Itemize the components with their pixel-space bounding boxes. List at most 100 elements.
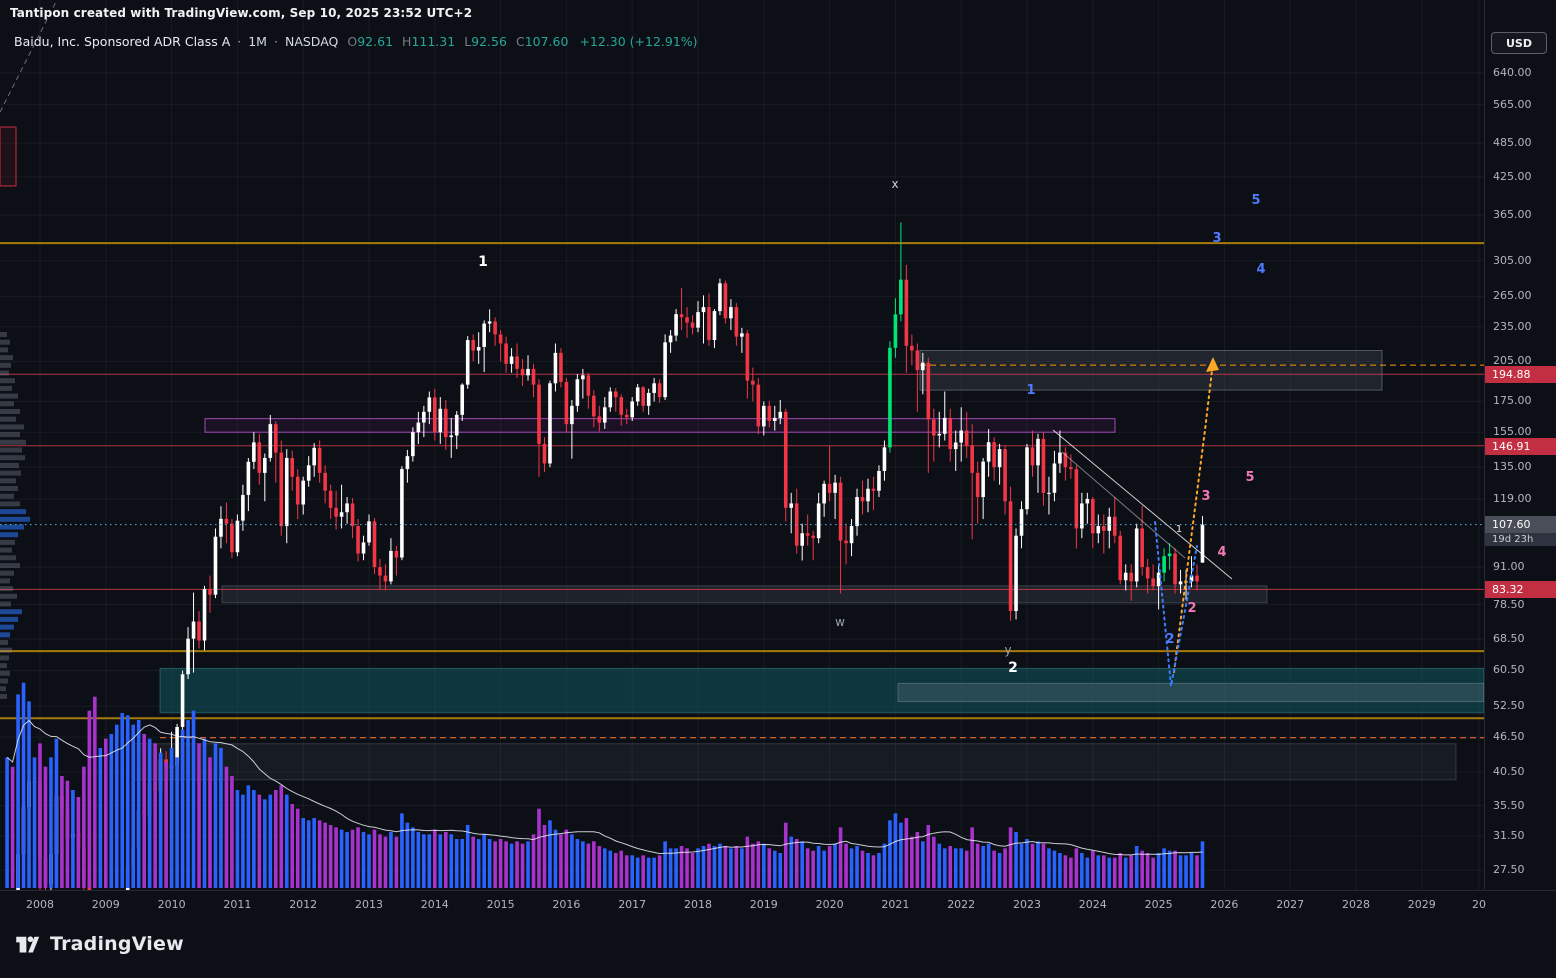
volume-profile-bar — [0, 424, 24, 430]
volume-bar — [740, 848, 744, 888]
legacy-trendline[interactable] — [0, 0, 60, 120]
candle-body — [180, 674, 185, 728]
volume-bar — [1091, 850, 1095, 888]
wave-label[interactable]: 4 — [1256, 262, 1265, 277]
volume-bar — [400, 813, 404, 888]
wave-labels[interactable]: x 1 2 w y 1 2 3 4 5 2 3 4 5 1 — [478, 177, 1265, 676]
candle-body — [1129, 572, 1133, 582]
candle-body — [910, 345, 914, 351]
wave-label[interactable]: 5 — [1251, 193, 1260, 208]
volume-profile-bar — [0, 601, 11, 607]
volume-bar — [816, 846, 821, 888]
high-value: H111.31 — [402, 34, 456, 49]
volume-bar — [109, 734, 114, 888]
volume-bar — [345, 832, 349, 888]
tradingview-watermark[interactable]: TradingView — [14, 930, 184, 957]
candle-body — [1030, 447, 1035, 466]
volume-bar — [279, 785, 284, 888]
volume-bar — [71, 790, 75, 888]
wedge-upper[interactable] — [1052, 429, 1233, 580]
wave-label[interactable]: 2 — [1165, 632, 1174, 647]
volume-bar — [953, 848, 958, 888]
wave-label[interactable]: 1 — [478, 254, 488, 270]
interval-label[interactable]: 1M — [248, 34, 267, 49]
volume-bar — [16, 694, 20, 888]
chart-pane[interactable]: x 1 2 w y 1 2 3 4 5 2 3 4 5 1 Tantipon created with Tr… — [0, 0, 1484, 890]
volume-bar — [559, 834, 563, 888]
wave-label[interactable]: x — [891, 177, 898, 191]
symbol-info-row[interactable]: Baidu, Inc. Sponsored ADR Class A · 1M ·… — [14, 34, 698, 49]
wave-label[interactable]: 5 — [1245, 470, 1254, 485]
volume-bar — [482, 834, 486, 888]
red-box-left-edge[interactable] — [0, 126, 17, 187]
gray-zone-mid[interactable] — [221, 585, 1268, 604]
gray-zone-right[interactable] — [897, 682, 1484, 703]
supply-zone-upper[interactable] — [919, 349, 1383, 391]
gray-zone-bottom[interactable] — [131, 743, 1457, 781]
volume-series[interactable] — [5, 682, 1205, 888]
wave-label[interactable]: 1 — [1026, 383, 1035, 398]
volume-bar — [679, 846, 684, 888]
candle-body — [389, 550, 393, 582]
candle-body — [1112, 516, 1117, 536]
wedge-lower[interactable] — [1061, 451, 1186, 559]
wave-label[interactable]: 3 — [1212, 231, 1221, 246]
time-axis-label: 2018 — [684, 898, 712, 911]
candle-body — [405, 456, 410, 470]
volume-bar — [476, 839, 481, 888]
volume-bar — [268, 794, 273, 888]
currency-button[interactable]: USD — [1491, 32, 1547, 54]
chart-canvas[interactable]: x 1 2 w y 1 2 3 4 5 2 3 4 5 1 — [0, 0, 1484, 890]
candle-body — [548, 383, 552, 464]
volume-bar — [49, 757, 53, 888]
volume-bar — [186, 720, 190, 888]
volume-bar — [416, 832, 421, 888]
wave-label[interactable]: 4 — [1217, 545, 1226, 560]
price-levels[interactable] — [0, 242, 1484, 739]
candle-body — [581, 375, 585, 380]
wave-label[interactable]: y — [1004, 643, 1011, 657]
trendlines[interactable] — [0, 0, 1233, 580]
price-axis-label: 60.50 — [1493, 663, 1525, 677]
candle-body — [230, 523, 234, 553]
time-axis-label: 2025 — [1144, 898, 1173, 911]
candle-body — [838, 482, 843, 541]
volume-bar — [1145, 853, 1150, 888]
candle-body — [663, 342, 667, 398]
wave-label[interactable]: 2 — [1187, 601, 1196, 616]
projection-path-v[interactable] — [1154, 521, 1198, 687]
candle-body — [1140, 528, 1144, 568]
teal-demand-zone[interactable] — [159, 667, 1484, 714]
volume-bar — [921, 841, 925, 888]
price-axis-label: 35.50 — [1493, 798, 1525, 812]
time-axis-label: 2010 — [157, 898, 186, 911]
volume-profile-bar — [0, 509, 26, 515]
projection-arrow-up[interactable] — [1173, 361, 1214, 673]
volume-bar — [1096, 855, 1101, 888]
volume-bar — [1101, 855, 1106, 888]
volume-bar — [93, 696, 97, 888]
volume-bar — [372, 829, 377, 888]
wave-label[interactable]: 3 — [1201, 489, 1210, 504]
candle-body — [772, 417, 777, 422]
candlestick-series[interactable] — [5, 222, 1205, 890]
volume-bar — [147, 738, 152, 888]
candle-body — [1047, 492, 1051, 494]
volume-bar — [460, 839, 465, 888]
symbol-name[interactable]: Baidu, Inc. Sponsored ADR Class A — [14, 34, 231, 49]
volume-bar — [153, 743, 157, 888]
wave-label[interactable]: 1 — [1176, 524, 1182, 535]
volume-bar — [833, 843, 837, 888]
purple-zone[interactable] — [204, 418, 1116, 433]
volume-bar — [509, 843, 514, 888]
time-axis[interactable]: 2008 2009 2010 2011 2012 2013 2014 2015 2016 2017… — [0, 890, 1556, 921]
wave-label[interactable]: 2 — [1008, 660, 1018, 676]
volume-bar — [652, 857, 656, 888]
volume-bar — [608, 850, 613, 888]
wave-label[interactable]: w — [835, 615, 845, 629]
drawing-zones[interactable] — [0, 126, 1484, 781]
candle-body — [1118, 535, 1123, 581]
candle-body — [723, 283, 728, 319]
volume-bar — [992, 850, 996, 888]
price-axis[interactable]: USD 640.00 565.00 485.00 425.00 365.00 305.00… — [1484, 0, 1556, 890]
